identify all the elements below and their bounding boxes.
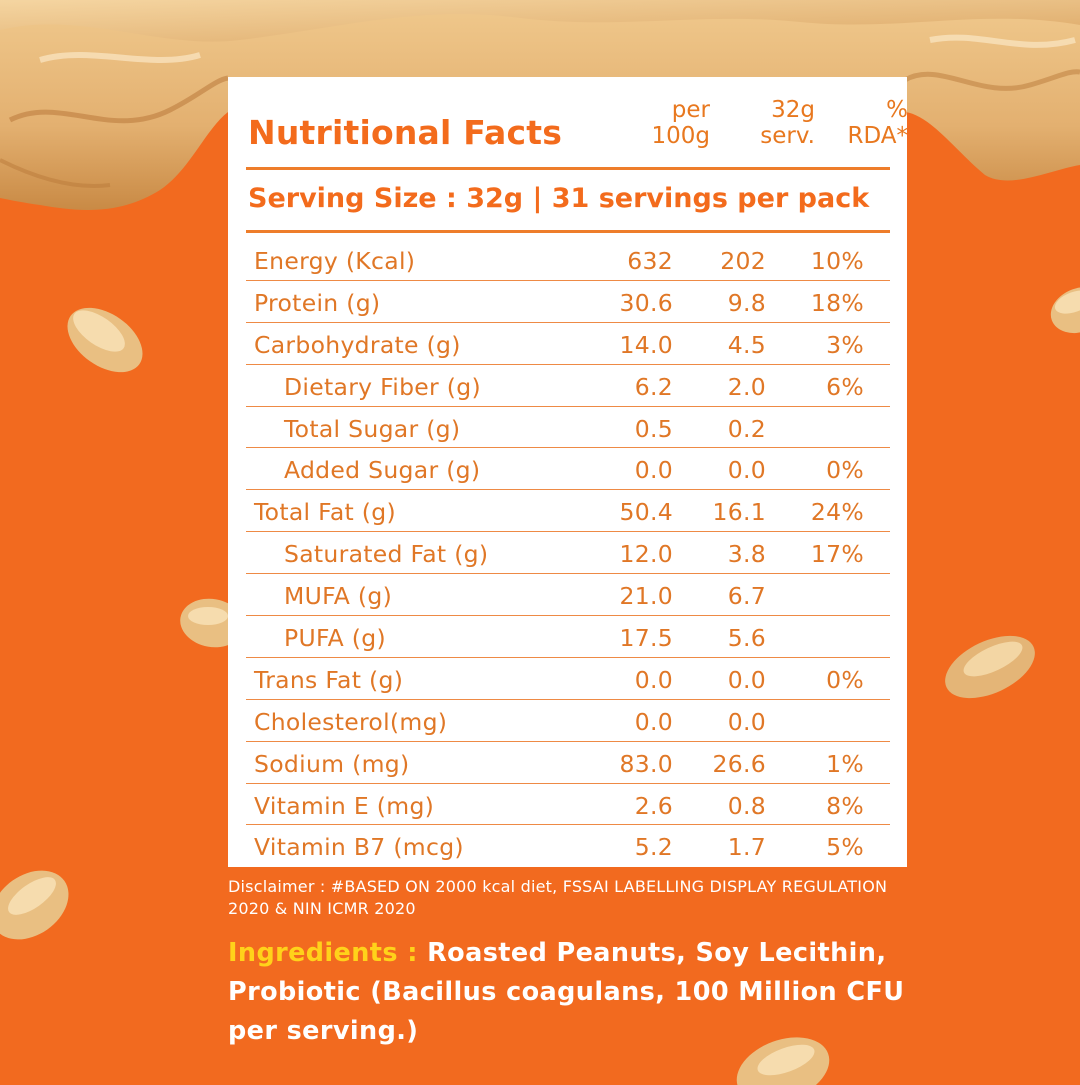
- value-rda: 24%: [810, 498, 864, 527]
- column-header-per-serving: 32g serv.: [718, 97, 815, 149]
- column-header-rda: % RDA*: [823, 97, 908, 149]
- nutrition-header: Nutritional Facts per 100g 32g serv. % R…: [248, 97, 908, 163]
- column-header-line: %: [886, 97, 908, 123]
- value-rda: 1%: [826, 749, 864, 778]
- column-header-line: 32g: [771, 97, 815, 123]
- table-row: Energy (Kcal) 632 202 10%: [246, 239, 890, 281]
- value-per-100g: 21.0: [619, 582, 673, 611]
- peanut-icon: [180, 598, 232, 648]
- value-rda: 17%: [810, 540, 864, 569]
- value-per-serving: 1.7: [727, 833, 766, 862]
- peanut-icon: [945, 635, 1035, 699]
- column-header-line: RDA*: [847, 123, 908, 149]
- value-rda: 3%: [826, 330, 864, 359]
- value-per-100g: 14.0: [619, 330, 673, 359]
- nutrient-name: Cholesterol(mg): [254, 707, 448, 736]
- value-per-serving: 202: [720, 247, 766, 275]
- nutrient-name: Carbohydrate (g): [254, 330, 461, 359]
- column-header-line: 100g: [651, 123, 711, 149]
- ingredients-text: Ingredients : Roasted Peanuts, Soy Lecit…: [228, 934, 918, 1051]
- nutrient-name: Energy (Kcal): [254, 247, 416, 275]
- value-per-serving: 0.0: [727, 665, 766, 694]
- nutrient-name: Total Fat (g): [254, 498, 396, 527]
- ingredients-list: Roasted Peanuts, Soy Lecithin, Probiotic…: [228, 938, 905, 1046]
- value-per-100g: 0.5: [634, 414, 673, 443]
- value-rda: 8%: [826, 791, 864, 820]
- table-row: Added Sugar (g) 0.0 0.0 0%: [246, 448, 890, 491]
- value-per-100g: 5.2: [634, 833, 673, 862]
- disclaimer-text: Disclaimer : #BASED ON 2000 kcal diet, F…: [228, 877, 888, 918]
- peanut-icon: [1050, 286, 1080, 334]
- table-row: MUFA (g) 21.0 6.7: [246, 574, 890, 617]
- nutrient-name: Total Sugar (g): [284, 414, 461, 443]
- peanut-icon: [67, 307, 143, 373]
- value-rda: 5%: [826, 833, 864, 862]
- nutrient-name: Sodium (mg): [254, 749, 410, 778]
- value-per-100g: 0.0: [634, 665, 673, 694]
- value-per-serving: 0.8: [727, 791, 766, 820]
- value-per-serving: 0.0: [727, 707, 766, 736]
- table-row: Sodium (mg) 83.0 26.6 1%: [246, 742, 890, 784]
- value-rda: 0%: [826, 665, 864, 694]
- nutrient-name: Protein (g): [254, 288, 381, 317]
- table-row: Vitamin B7 (mcg) 5.2 1.7 5%: [246, 825, 890, 866]
- ingredients-label: Ingredients :: [228, 938, 418, 968]
- value-per-serving: 4.5: [727, 330, 766, 359]
- serving-size: Serving Size : 32g | 31 servings per pac…: [248, 183, 870, 214]
- value-per-serving: 5.6: [727, 624, 766, 653]
- nutrient-name: Dietary Fiber (g): [284, 372, 481, 401]
- table-row: Total Sugar (g) 0.5 0.2: [246, 407, 890, 449]
- table-row: Cholesterol(mg) 0.0 0.0: [246, 700, 890, 742]
- value-per-serving: 6.7: [727, 582, 766, 611]
- peanut-icon: [736, 1037, 830, 1085]
- value-per-100g: 0.0: [634, 707, 673, 736]
- value-per-serving: 26.6: [712, 749, 766, 778]
- nutrient-table: Energy (Kcal) 632 202 10% Protein (g) 30.6 9.8…: [246, 239, 890, 866]
- nutrient-name: PUFA (g): [284, 624, 386, 653]
- divider: [246, 230, 890, 233]
- nutrient-name: Added Sugar (g): [284, 456, 481, 485]
- nutrient-name: Saturated Fat (g): [284, 540, 489, 569]
- value-rda: 10%: [810, 247, 864, 275]
- value-rda: 6%: [826, 372, 864, 401]
- table-row: Dietary Fiber (g) 6.2 2.0 6%: [246, 365, 890, 407]
- table-row: Total Fat (g) 50.4 16.1 24%: [246, 490, 890, 533]
- value-per-100g: 83.0: [619, 749, 673, 778]
- nutrition-panel: Nutritional Facts per 100g 32g serv. % R…: [228, 77, 908, 867]
- divider: [246, 167, 890, 170]
- nutrient-name: Trans Fat (g): [254, 665, 404, 694]
- table-row: Carbohydrate (g) 14.0 4.5 3%: [246, 323, 890, 365]
- table-row: Saturated Fat (g) 12.0 3.8 17%: [246, 532, 890, 575]
- value-per-serving: 0.2: [727, 414, 766, 443]
- value-per-100g: 632: [627, 247, 673, 275]
- value-per-serving: 16.1: [712, 498, 766, 527]
- value-rda: 18%: [810, 288, 864, 317]
- table-row: PUFA (g) 17.5 5.6: [246, 616, 890, 658]
- value-per-100g: 2.6: [634, 791, 673, 820]
- table-row: Vitamin E (mg) 2.6 0.8 8%: [246, 784, 890, 826]
- value-rda: 0%: [826, 456, 864, 485]
- value-per-100g: 50.4: [619, 498, 673, 527]
- panel-title: Nutritional Facts: [248, 113, 563, 152]
- peanut-icon: [0, 870, 69, 940]
- value-per-serving: 9.8: [727, 288, 766, 317]
- value-per-100g: 0.0: [634, 456, 673, 485]
- nutrient-name: Vitamin B7 (mcg): [254, 833, 464, 862]
- value-per-serving: 0.0: [727, 456, 766, 485]
- nutrient-name: Vitamin E (mg): [254, 791, 435, 820]
- value-per-100g: 12.0: [619, 540, 673, 569]
- value-per-serving: 2.0: [727, 372, 766, 401]
- value-per-serving: 3.8: [727, 540, 766, 569]
- nutrient-name: MUFA (g): [284, 582, 393, 611]
- column-header-line: per: [671, 97, 710, 123]
- value-per-100g: 17.5: [619, 624, 673, 653]
- table-row: Protein (g) 30.6 9.8 18%: [246, 281, 890, 323]
- value-per-100g: 6.2: [634, 372, 673, 401]
- value-per-100g: 30.6: [619, 288, 673, 317]
- table-row: Trans Fat (g) 0.0 0.0 0%: [246, 658, 890, 700]
- column-header-per-100g: per 100g: [598, 97, 711, 149]
- column-header-line: serv.: [760, 123, 815, 149]
